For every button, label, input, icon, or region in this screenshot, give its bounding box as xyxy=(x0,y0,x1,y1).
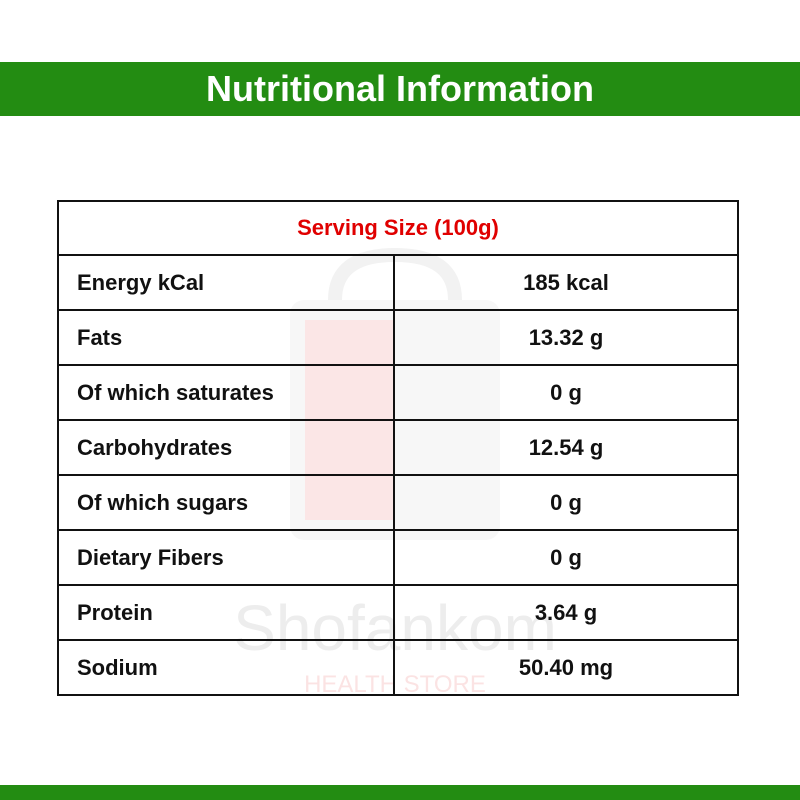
nutrient-name: Fats xyxy=(57,309,395,366)
table-row: Of which saturates 0 g xyxy=(57,364,739,421)
nutrient-name: Dietary Fibers xyxy=(57,529,395,586)
nutrient-value: 12.54 g xyxy=(393,419,739,476)
nutrient-value: 0 g xyxy=(393,474,739,531)
nutrient-name: Protein xyxy=(57,584,395,641)
nutrient-name: Carbohydrates xyxy=(57,419,395,476)
nutrient-value: 185 kcal xyxy=(393,254,739,311)
nutrient-value: 0 g xyxy=(393,364,739,421)
header-title: Nutritional Information xyxy=(0,62,800,116)
nutrient-value: 13.32 g xyxy=(393,309,739,366)
table-row: Carbohydrates 12.54 g xyxy=(57,419,739,476)
table-row: Fats 13.32 g xyxy=(57,309,739,366)
nutrient-name: Of which sugars xyxy=(57,474,395,531)
nutrition-table: Serving Size (100g) Energy kCal 185 kcal F… xyxy=(57,200,739,696)
nutrient-value: 3.64 g xyxy=(393,584,739,641)
nutrient-name: Energy kCal xyxy=(57,254,395,311)
nutrient-value: 50.40 mg xyxy=(393,639,739,696)
footer-bar xyxy=(0,785,800,800)
nutrient-name: Of which saturates xyxy=(57,364,395,421)
nutrient-name: Sodium xyxy=(57,639,395,696)
table-row: Protein 3.64 g xyxy=(57,584,739,641)
nutrient-value: 0 g xyxy=(393,529,739,586)
table-row: Of which sugars 0 g xyxy=(57,474,739,531)
table-row: Sodium 50.40 mg xyxy=(57,639,739,696)
table-row: Energy kCal 185 kcal xyxy=(57,254,739,311)
table-row: Dietary Fibers 0 g xyxy=(57,529,739,586)
serving-size: Serving Size (100g) xyxy=(57,200,739,256)
